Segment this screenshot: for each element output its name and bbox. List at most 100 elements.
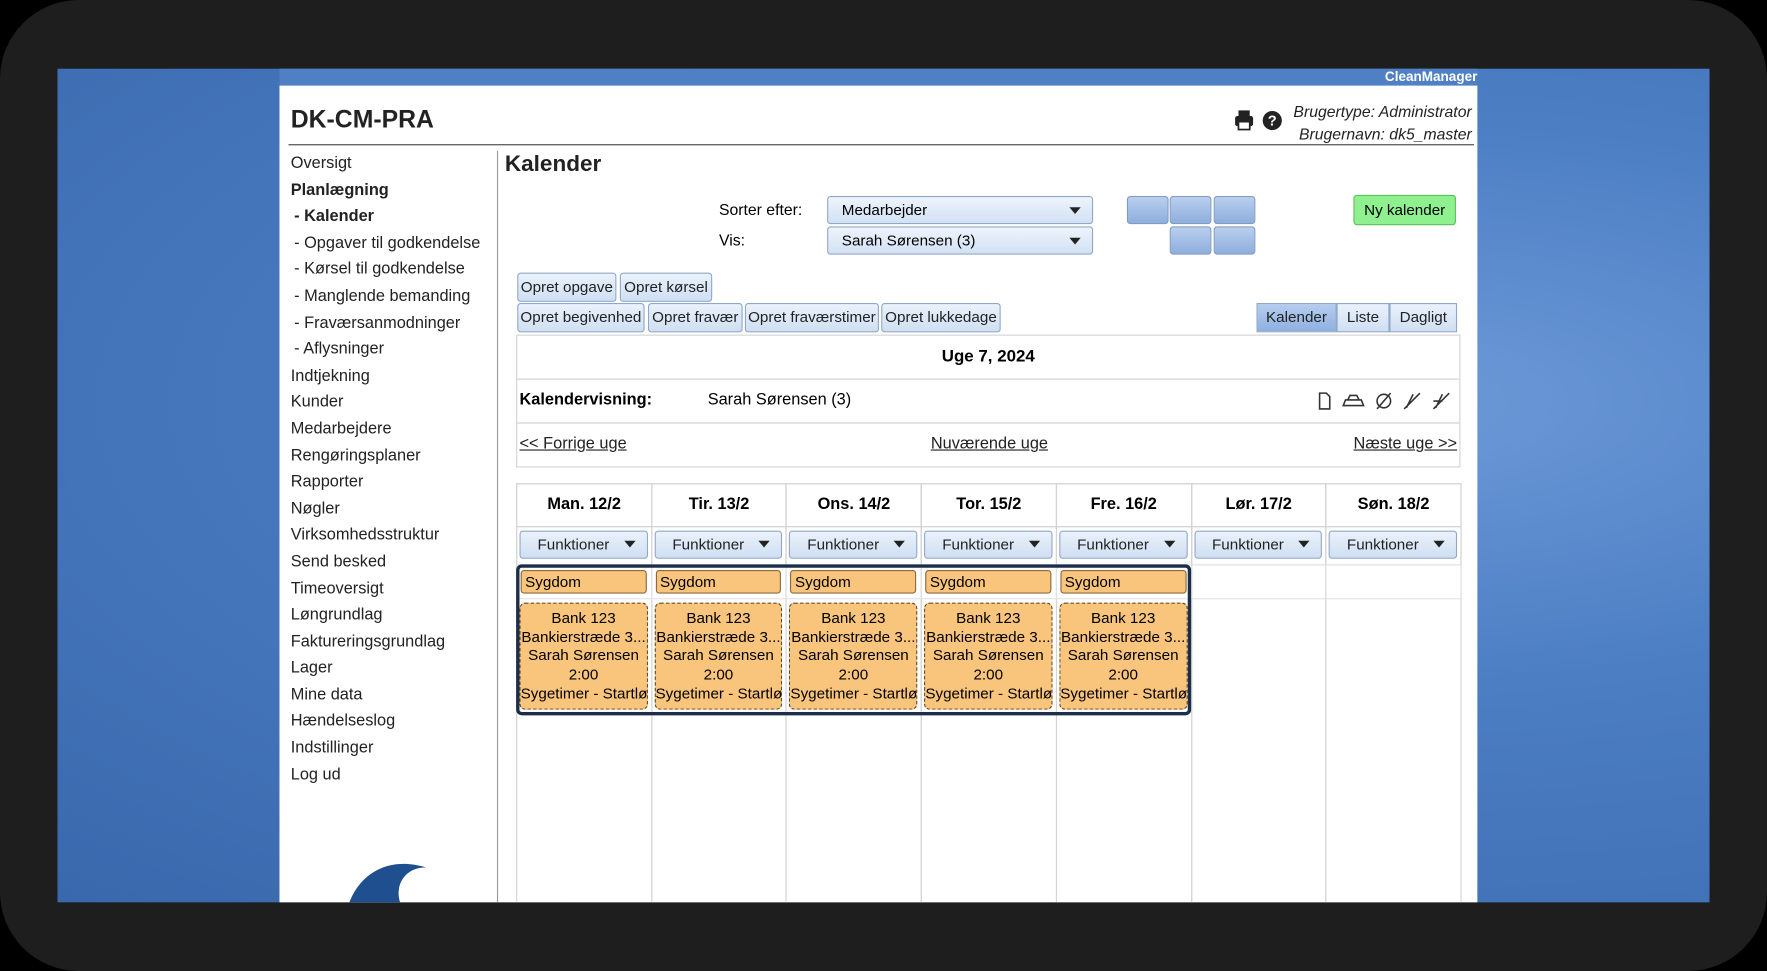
view-tab[interactable]: Liste: [1336, 303, 1390, 333]
filter-car[interactable]: [1169, 196, 1212, 225]
action-button[interactable]: Opret fraværstimer: [744, 303, 879, 333]
nav-item[interactable]: Rapporter: [290, 473, 364, 492]
card-line: Sarah Sørensen: [797, 647, 909, 664]
show-value: Sarah Sørensen (3): [841, 232, 976, 249]
header-icons: ?: [1235, 110, 1282, 131]
card-line: Bankierstræde 3...: [1061, 628, 1186, 646]
functions-dropdown[interactable]: Funktioner: [924, 530, 1053, 559]
action-button[interactable]: Opret opgave: [517, 272, 617, 302]
nav-item[interactable]: - Opgaver til godkendelse: [294, 234, 481, 253]
card-line: Sygetimer - Startløn: [655, 684, 783, 702]
week-nav-row: [516, 422, 1461, 468]
absence-chip[interactable]: Sygdom: [655, 570, 782, 594]
nav-item[interactable]: Send besked: [290, 553, 387, 572]
show-label: Vis:: [718, 230, 745, 249]
nav-item[interactable]: Indtjekning: [290, 366, 370, 385]
absence-card[interactable]: Bank 123 Bankierstræde 3... Sarah Sørensen…: [924, 602, 1053, 710]
absence-chip[interactable]: Sygdom: [925, 570, 1052, 594]
logo: [349, 863, 426, 903]
absence-chip[interactable]: Sygdom: [1060, 570, 1187, 594]
nav-item[interactable]: Løngrundlag: [290, 606, 383, 625]
current-week[interactable]: Nuværende uge: [930, 434, 1049, 453]
nav-item[interactable]: Faktureringsgrundlag: [290, 632, 446, 651]
nav-item[interactable]: - Aflysninger: [294, 340, 385, 359]
absence-card[interactable]: Bank 123 Bankierstræde 3... Sarah Sørensen…: [1059, 602, 1188, 710]
day-header: Lør. 17/2: [1190, 483, 1327, 528]
action-button[interactable]: Opret begivenhed: [517, 303, 645, 333]
functions-dropdown[interactable]: Funktioner: [1194, 530, 1323, 559]
view-value: Sarah Sørensen (3): [707, 390, 852, 409]
filter-task[interactable]: [1126, 196, 1169, 225]
sort-label: Sorter efter:: [718, 200, 803, 219]
nav-item[interactable]: Oversigt: [290, 154, 352, 173]
nav-item[interactable]: Virksomhedsstruktur: [290, 526, 440, 545]
nav-item[interactable]: Log ud: [290, 765, 341, 784]
week-title: Uge 7, 2024: [516, 334, 1461, 380]
action-button[interactable]: Opret fravær: [647, 303, 743, 333]
card-line: Bank 123: [821, 609, 886, 627]
card-line: Bank 123: [551, 609, 616, 627]
functions-label: Funktioner: [1211, 536, 1284, 554]
absence-chip[interactable]: Sygdom: [520, 570, 647, 594]
next-week[interactable]: Næste uge >>: [1353, 434, 1458, 453]
day-header: Søn. 18/2: [1325, 483, 1462, 528]
card-line: 2:00: [568, 665, 599, 683]
nav-item[interactable]: Mine data: [290, 685, 363, 704]
nav-item[interactable]: - Kørsel til godkendelse: [294, 260, 465, 279]
card-line: Bankierstræde 3...: [791, 628, 916, 646]
nav-item[interactable]: - Manglende bemanding: [294, 287, 471, 306]
help-icon[interactable]: [1262, 110, 1282, 131]
brand: CleanManager: [1384, 68, 1478, 85]
day-header: Tor. 15/2: [920, 483, 1057, 528]
card-line: Bankierstræde 3...: [521, 628, 646, 646]
functions-label: Funktioner: [672, 536, 745, 554]
nav-item[interactable]: Kunder: [290, 393, 344, 412]
view-icons: [1318, 392, 1450, 410]
absence-card[interactable]: Bank 123 Bankierstræde 3... Sarah Sørensen…: [654, 602, 783, 710]
absence-chip[interactable]: Sygdom: [790, 570, 917, 594]
page-title: Kalender: [504, 152, 602, 177]
sort-dropdown[interactable]: Medarbejder: [827, 196, 1094, 225]
action-button[interactable]: Opret lukkedage: [881, 303, 1001, 333]
absence-card[interactable]: Bank 123 Bankierstræde 3... Sarah Sørensen…: [789, 602, 918, 710]
day-header: Fre. 16/2: [1055, 483, 1192, 528]
view-tab[interactable]: Dagligt: [1389, 303, 1458, 333]
day-header: Tir. 13/2: [651, 483, 788, 528]
functions-dropdown[interactable]: Funktioner: [1328, 530, 1458, 559]
nav-item[interactable]: Indstillinger: [290, 739, 374, 758]
filter-absence[interactable]: [1169, 226, 1212, 255]
card-line: 2:00: [973, 665, 1004, 683]
user-info: Brugertype: Administrator Brugernavn: dk5…: [1293, 100, 1471, 145]
nav-item[interactable]: Timeoversigt: [290, 579, 384, 598]
functions-dropdown[interactable]: Funktioner: [519, 530, 648, 559]
nav-item[interactable]: Lager: [290, 659, 333, 678]
new-calendar-button[interactable]: Ny kalender: [1353, 194, 1456, 226]
absence-card[interactable]: Bank 123 Bankierstræde 3... Sarah Sørensen…: [519, 602, 648, 710]
day-header: Man. 12/2: [516, 483, 653, 528]
card-line: Sygetimer - Startløn: [925, 684, 1053, 702]
prev-week[interactable]: << Forrige uge: [519, 434, 627, 453]
nav-item[interactable]: Hændelseslog: [290, 712, 396, 731]
nav-item[interactable]: Medarbejdere: [290, 420, 392, 439]
day-header: Ons. 14/2: [785, 483, 922, 528]
filter-none[interactable]: [1213, 196, 1256, 225]
nav-item[interactable]: Rengøringsplaner: [290, 446, 421, 465]
card-line: 2:00: [703, 665, 734, 683]
functions-dropdown[interactable]: Funktioner: [654, 530, 783, 559]
header-rule: [288, 144, 1474, 146]
user-name: Brugernavn: dk5_master: [1298, 125, 1472, 144]
functions-dropdown[interactable]: Funktioner: [1059, 530, 1188, 559]
nav-item[interactable]: - Fraværsanmodninger: [294, 313, 461, 332]
nav-item[interactable]: Nøgler: [290, 499, 340, 518]
view-tab[interactable]: Kalender: [1256, 303, 1337, 333]
filter-absence-hours[interactable]: [1213, 226, 1256, 255]
card-line: Sarah Sørensen: [663, 647, 774, 664]
action-button[interactable]: Opret kørsel: [619, 272, 713, 302]
card-line: 2:00: [838, 665, 869, 683]
nav-item[interactable]: Planlægning: [290, 180, 389, 199]
nav-item[interactable]: - Kalender: [294, 207, 375, 226]
functions-label: Funktioner: [942, 536, 1015, 554]
functions-dropdown[interactable]: Funktioner: [789, 530, 918, 559]
show-dropdown[interactable]: Sarah Sørensen (3): [827, 226, 1094, 255]
functions-label: Funktioner: [1077, 536, 1149, 554]
